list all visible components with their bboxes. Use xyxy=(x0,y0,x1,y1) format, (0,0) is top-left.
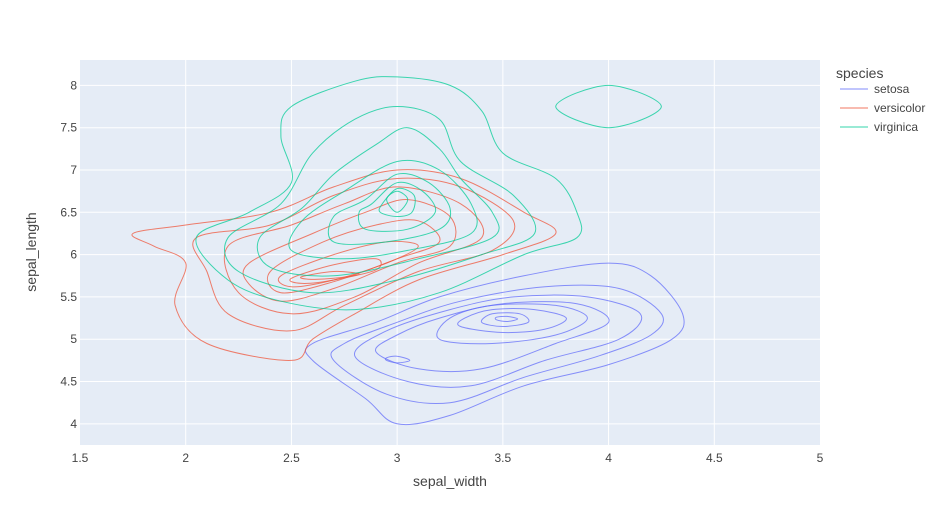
virginica-contour-line xyxy=(378,187,416,218)
x-tick-label: 2.5 xyxy=(283,451,300,465)
virginica-contour-line xyxy=(256,127,500,277)
x-axis-title: sepal_width xyxy=(413,473,487,489)
versicolor-contour-line xyxy=(277,240,419,288)
y-tick-label: 5.5 xyxy=(60,290,77,304)
y-tick-label: 6.5 xyxy=(60,205,77,219)
contour-series-versicolor xyxy=(131,169,557,361)
x-tick-label: 2 xyxy=(182,451,189,465)
virginica-contour-line xyxy=(386,190,409,213)
setosa-contour-line xyxy=(457,308,567,334)
setosa-contour-line xyxy=(330,284,664,405)
y-axis-ticks: 4 4.5 5 5.5 6 6.5 7 7.5 8 xyxy=(60,78,77,430)
x-tick-label: 4.5 xyxy=(706,451,723,465)
x-tick-label: 1.5 xyxy=(72,451,89,465)
setosa-contour-line xyxy=(480,312,530,328)
versicolor-contour-line xyxy=(223,186,484,315)
x-tick-label: 4 xyxy=(605,451,612,465)
contour-layers xyxy=(131,76,685,426)
setosa-contour-line xyxy=(384,355,411,364)
y-tick-label: 7 xyxy=(70,163,77,177)
legend-label: virginica xyxy=(874,120,918,134)
virginica-contour-line xyxy=(288,159,478,260)
virginica-contour-line xyxy=(555,84,662,129)
x-tick-label: 3.5 xyxy=(495,451,512,465)
legend-item-setosa[interactable]: setosa xyxy=(840,82,910,96)
setosa-contour-line xyxy=(304,262,685,426)
x-axis-ticks: 1.5 2 2.5 3 3.5 4 4.5 5 xyxy=(72,451,824,465)
y-tick-label: 7.5 xyxy=(60,121,77,135)
virginica-contour-line xyxy=(327,173,452,245)
versicolor-contour-line xyxy=(289,258,382,284)
legend-title: species xyxy=(836,65,883,81)
y-tick-label: 4 xyxy=(70,417,77,431)
legend: species setosa versicolor virginica xyxy=(836,65,925,134)
versicolor-contour-line xyxy=(131,169,557,361)
y-tick-label: 8 xyxy=(70,78,77,92)
legend-label: setosa xyxy=(874,82,910,96)
setosa-contour-line xyxy=(436,303,588,345)
y-tick-label: 4.5 xyxy=(60,375,77,389)
y-tick-label: 6 xyxy=(70,248,77,262)
y-axis-title: sepal_length xyxy=(23,212,39,291)
setosa-contour-line xyxy=(374,301,610,373)
contour-series-setosa xyxy=(304,262,685,426)
y-tick-label: 5 xyxy=(70,332,77,346)
virginica-contour-line xyxy=(357,181,437,232)
setosa-contour-line xyxy=(354,294,643,388)
versicolor-contour-line xyxy=(299,270,360,280)
legend-item-virginica[interactable]: virginica xyxy=(840,120,918,134)
versicolor-contour-line xyxy=(266,219,441,294)
legend-item-versicolor[interactable]: versicolor xyxy=(840,101,925,115)
x-tick-label: 5 xyxy=(817,451,824,465)
virginica-contour-line xyxy=(224,105,537,294)
legend-label: versicolor xyxy=(874,101,925,115)
virginica-contour-line xyxy=(195,76,583,311)
x-tick-label: 3 xyxy=(394,451,401,465)
versicolor-contour-line xyxy=(192,177,516,332)
setosa-contour-line xyxy=(494,315,519,323)
contour-series-virginica xyxy=(195,76,662,311)
